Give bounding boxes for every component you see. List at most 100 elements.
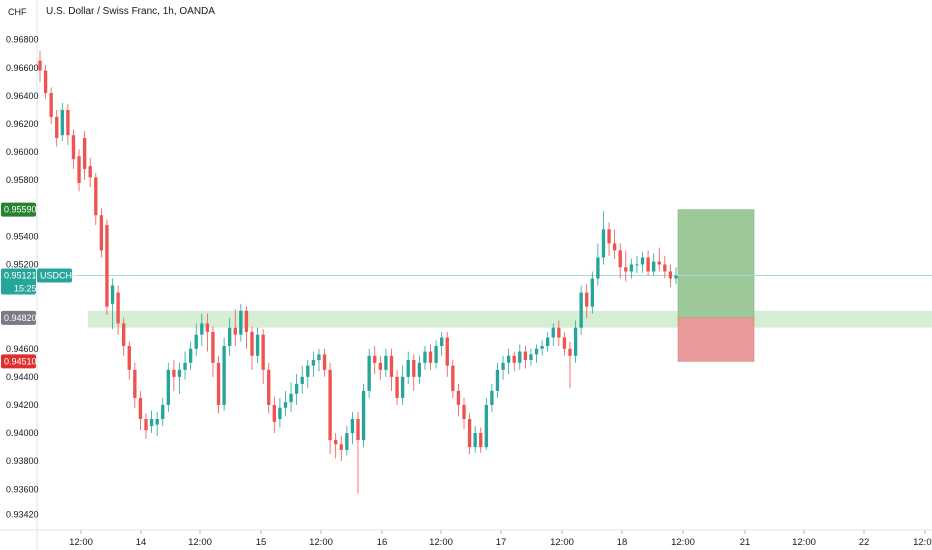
candle bbox=[88, 157, 92, 188]
candle bbox=[60, 102, 64, 141]
candle-body bbox=[222, 345, 226, 405]
candle-body bbox=[99, 215, 104, 251]
candle-body bbox=[585, 292, 589, 307]
candle-body bbox=[356, 419, 360, 441]
candle-body bbox=[306, 365, 310, 377]
candle bbox=[635, 256, 639, 273]
y-tick-label: 0.95400 bbox=[6, 231, 39, 241]
candle-body bbox=[183, 362, 187, 370]
candle-body bbox=[278, 407, 282, 420]
candle bbox=[255, 327, 260, 363]
candle-body bbox=[127, 345, 131, 370]
candle bbox=[412, 354, 416, 391]
candle bbox=[467, 413, 472, 455]
candle-body bbox=[596, 257, 600, 279]
candle bbox=[529, 348, 533, 366]
candle-body bbox=[267, 369, 271, 405]
x-tick-label: 18 bbox=[617, 537, 628, 548]
candle-body bbox=[568, 348, 572, 356]
candle bbox=[417, 355, 422, 384]
candle-body bbox=[105, 225, 109, 307]
candle bbox=[546, 331, 550, 352]
candle bbox=[110, 278, 115, 330]
candle-body bbox=[451, 365, 455, 391]
candle bbox=[261, 329, 265, 384]
current-price-tag-value: 0.95121 bbox=[4, 271, 37, 281]
candle bbox=[646, 250, 650, 276]
candle bbox=[668, 264, 673, 287]
x-tick-label: 12:00 bbox=[550, 537, 574, 548]
candle bbox=[300, 365, 304, 394]
x-tick-label: 12:00 bbox=[671, 537, 695, 548]
y-tick-label: 0.96800 bbox=[6, 35, 39, 45]
candle-body bbox=[261, 334, 265, 370]
candle bbox=[43, 64, 48, 99]
support-price-tag: 0.94820 bbox=[1, 310, 37, 325]
candle-body bbox=[311, 360, 316, 366]
y-tick-label: 0.94600 bbox=[6, 344, 39, 354]
candle bbox=[138, 390, 143, 431]
candle-body bbox=[233, 327, 237, 335]
candle bbox=[49, 87, 53, 124]
y-tick-label: 0.94200 bbox=[6, 400, 39, 410]
candle-body bbox=[579, 292, 583, 328]
candle bbox=[356, 411, 360, 494]
candle-body bbox=[479, 433, 483, 448]
candle-body bbox=[624, 267, 628, 272]
candle bbox=[283, 390, 288, 417]
candle bbox=[267, 362, 271, 414]
x-tick-label: 12:00 bbox=[309, 537, 333, 548]
y-tick-label: 0.94400 bbox=[6, 372, 39, 382]
candle bbox=[216, 355, 221, 414]
candle bbox=[177, 362, 182, 394]
x-tick-label: 12:00 bbox=[429, 537, 453, 548]
candle bbox=[624, 250, 628, 282]
stop-zone bbox=[677, 317, 755, 362]
stop-price-tag-bg bbox=[1, 354, 36, 369]
candle-body bbox=[378, 362, 382, 370]
candle bbox=[194, 323, 198, 356]
candle-body bbox=[601, 229, 606, 258]
candle bbox=[612, 229, 617, 259]
candle-body bbox=[484, 404, 488, 448]
candle-body bbox=[428, 351, 433, 363]
candle-body bbox=[43, 70, 48, 94]
candle bbox=[289, 382, 293, 412]
candle bbox=[389, 348, 394, 391]
candle bbox=[573, 320, 578, 363]
candle bbox=[657, 247, 661, 272]
candle bbox=[445, 331, 449, 377]
candle bbox=[350, 411, 355, 445]
candle bbox=[99, 208, 104, 258]
candle-body bbox=[110, 285, 115, 304]
candle bbox=[155, 411, 159, 436]
stop-price-tag: 0.94510 bbox=[1, 354, 37, 369]
candle bbox=[596, 243, 600, 286]
candle bbox=[328, 362, 332, 455]
candle-body bbox=[607, 229, 611, 244]
candle-body bbox=[663, 264, 667, 272]
candles-layer bbox=[38, 50, 678, 494]
candle-body bbox=[495, 369, 500, 391]
candle-body bbox=[629, 264, 634, 272]
y-tick-label: 0.95200 bbox=[6, 259, 39, 269]
candle-body bbox=[328, 369, 332, 441]
candle-body bbox=[322, 354, 327, 370]
target-price-tag-value: 0.95590 bbox=[4, 205, 37, 215]
candle bbox=[250, 326, 254, 370]
candle-body bbox=[216, 362, 221, 405]
x-tick-label: 15 bbox=[256, 537, 267, 548]
candle bbox=[361, 383, 366, 448]
symbol-tag-label: USDCHF bbox=[40, 271, 78, 281]
y-tick-label: 0.96400 bbox=[6, 91, 39, 101]
candle-body bbox=[289, 393, 293, 403]
candle-body bbox=[590, 278, 594, 307]
candle-body bbox=[88, 166, 92, 178]
candle bbox=[55, 109, 59, 147]
target-price-tag: 0.95590 bbox=[1, 202, 37, 217]
candle-body bbox=[94, 177, 98, 216]
candle-body bbox=[345, 433, 349, 450]
candle-body bbox=[473, 433, 477, 448]
